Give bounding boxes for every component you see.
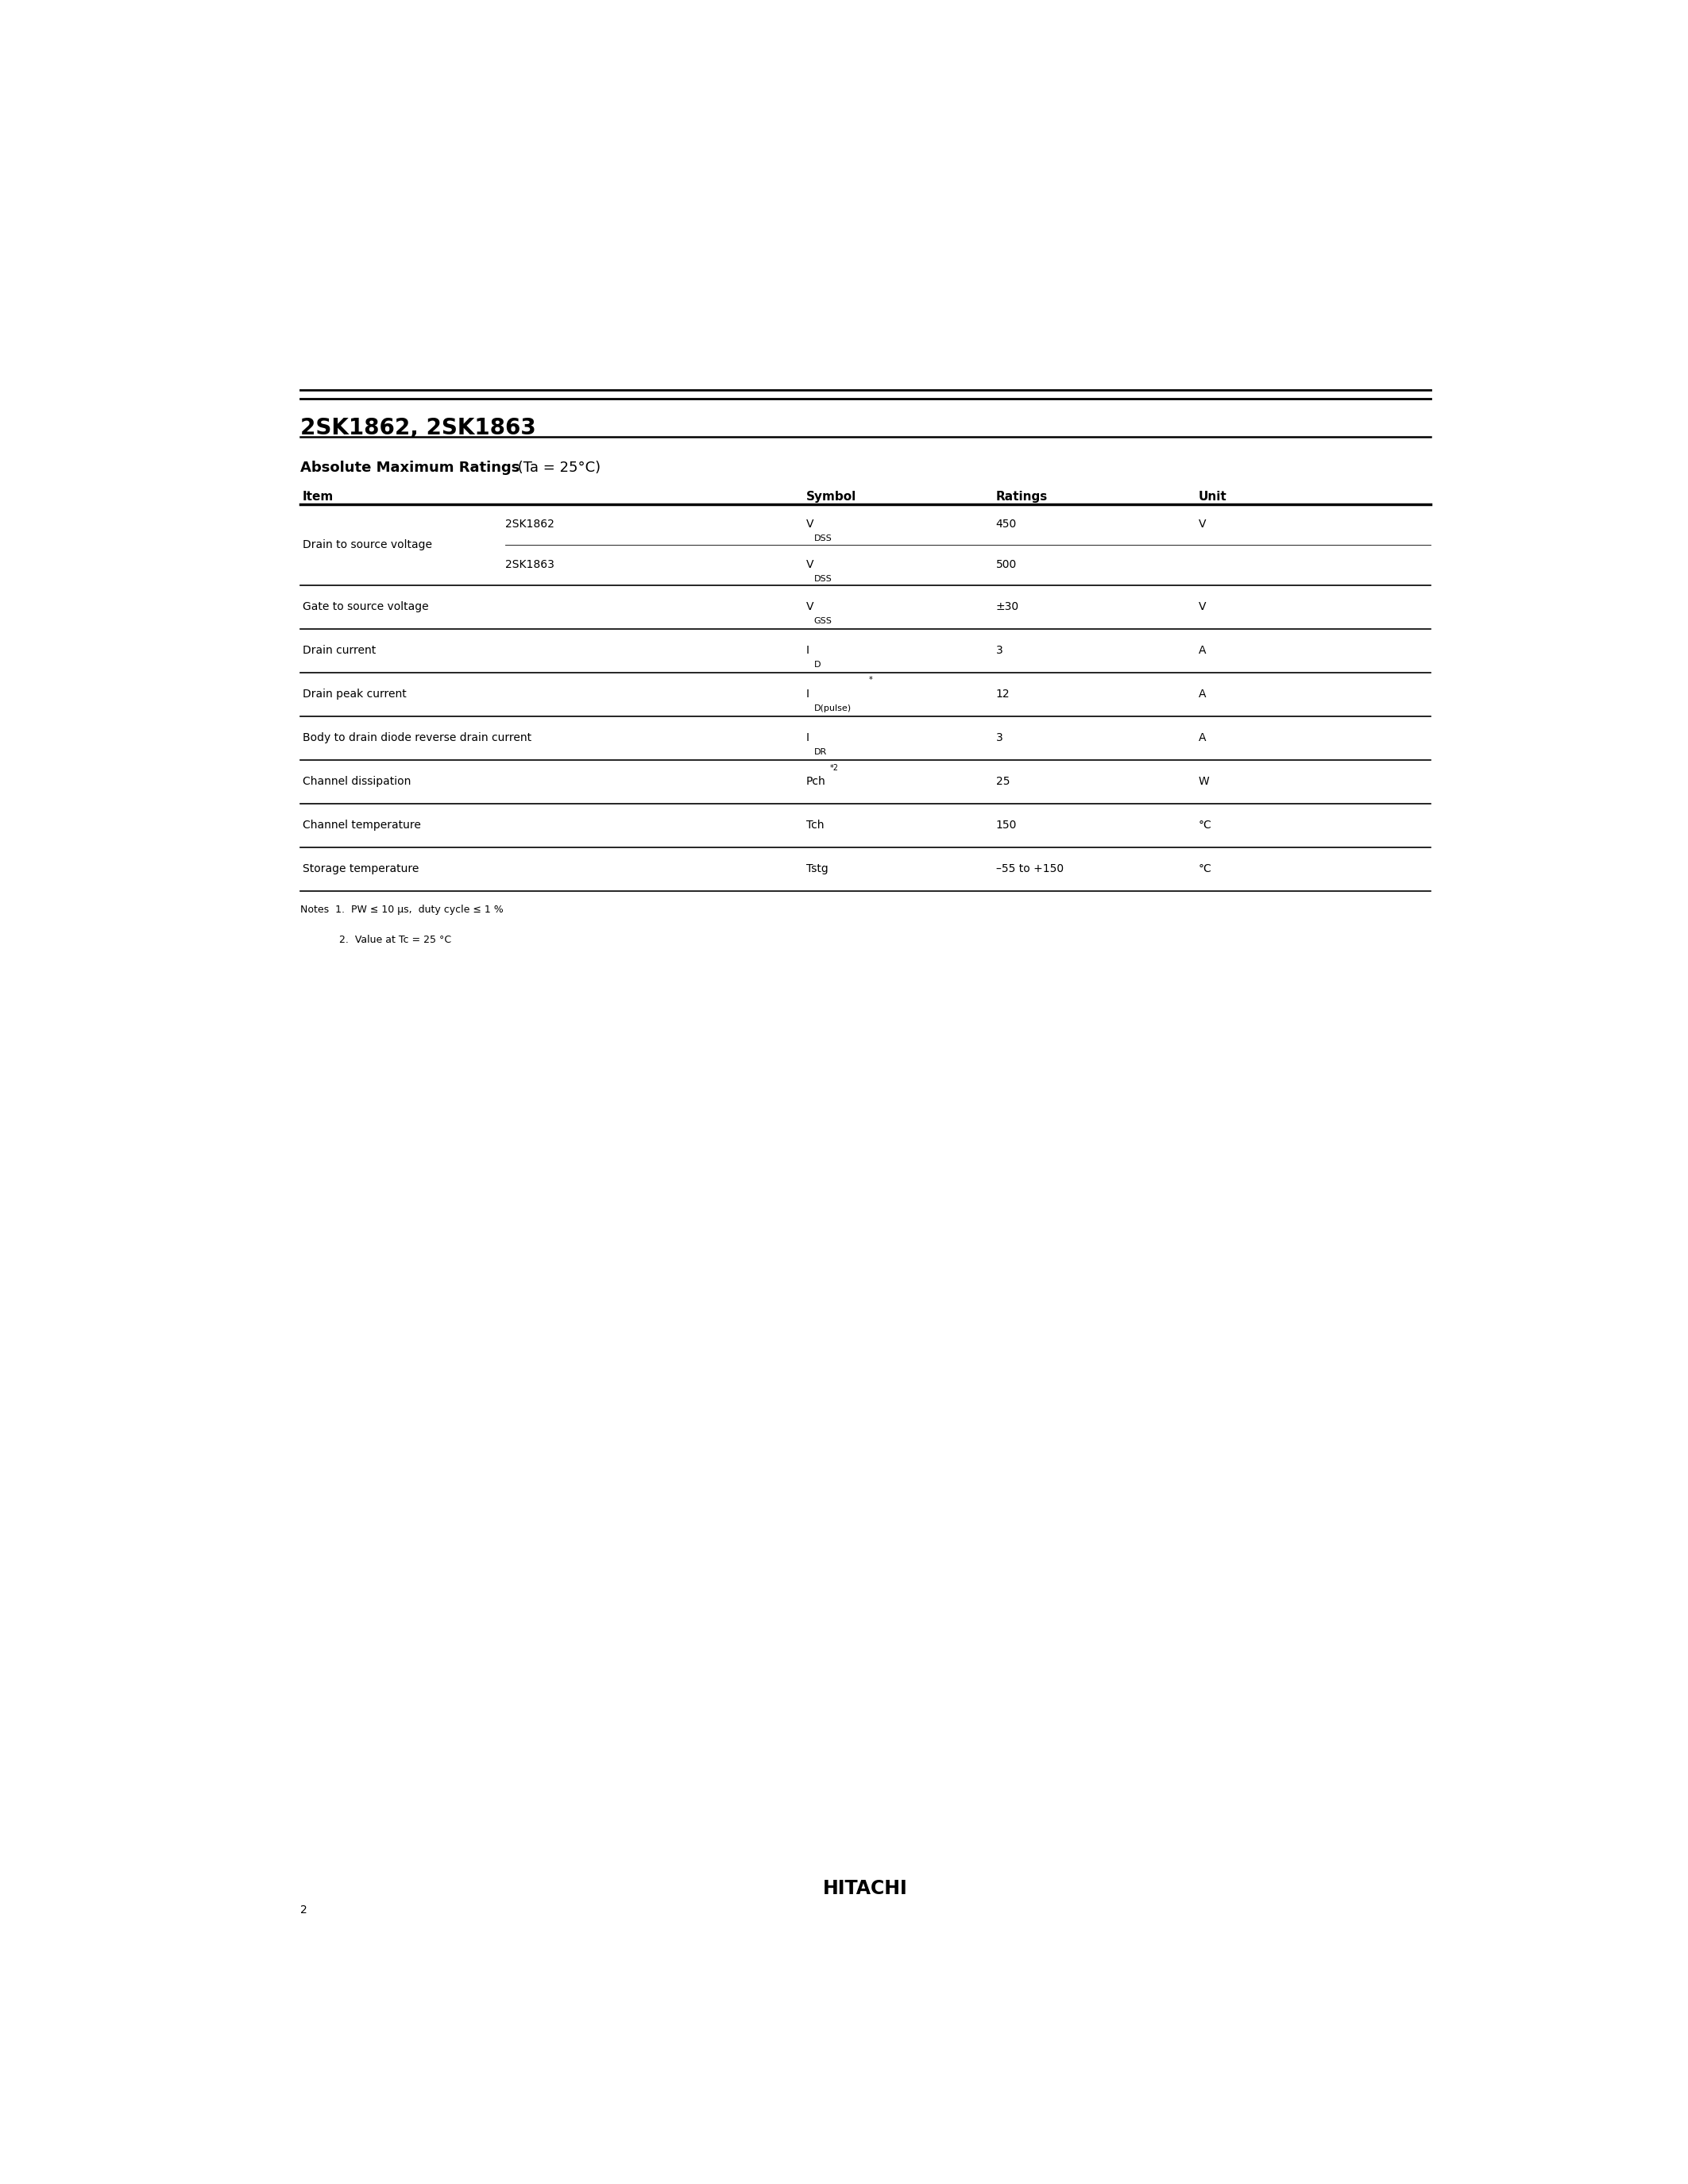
Text: Pch: Pch	[807, 775, 825, 786]
Text: 450: 450	[996, 520, 1016, 531]
Text: Item: Item	[302, 491, 334, 502]
Text: 2: 2	[300, 1904, 307, 1915]
Text: V: V	[807, 520, 814, 531]
Text: DR: DR	[814, 749, 827, 756]
Text: Drain to source voltage: Drain to source voltage	[302, 539, 432, 550]
Text: Absolute Maximum Ratings: Absolute Maximum Ratings	[300, 461, 520, 474]
Text: DSS: DSS	[814, 574, 832, 583]
Text: 2SK1862, 2SK1863: 2SK1862, 2SK1863	[300, 417, 535, 439]
Text: Channel temperature: Channel temperature	[302, 819, 420, 830]
Text: Symbol: Symbol	[807, 491, 856, 502]
Text: 2SK1862: 2SK1862	[505, 520, 554, 531]
Text: 150: 150	[996, 819, 1016, 830]
Text: –55 to +150: –55 to +150	[996, 863, 1063, 876]
Text: 2.  Value at Tc = 25 °C: 2. Value at Tc = 25 °C	[339, 935, 451, 946]
Text: 2SK1863: 2SK1863	[505, 559, 554, 570]
Text: *2: *2	[830, 764, 839, 771]
Text: Tstg: Tstg	[807, 863, 829, 876]
Text: Body to drain diode reverse drain current: Body to drain diode reverse drain curren…	[302, 732, 532, 743]
Text: °C: °C	[1198, 863, 1212, 876]
Text: I: I	[807, 644, 810, 655]
Text: GSS: GSS	[814, 616, 832, 625]
Text: *: *	[869, 677, 873, 684]
Text: 3: 3	[996, 644, 1003, 655]
Text: °C: °C	[1198, 819, 1212, 830]
Text: D: D	[814, 660, 820, 668]
Text: Unit: Unit	[1198, 491, 1227, 502]
Text: V: V	[1198, 601, 1207, 612]
Text: DSS: DSS	[814, 535, 832, 542]
Text: HITACHI: HITACHI	[822, 1878, 908, 1898]
Text: (Ta = 25°C): (Ta = 25°C)	[513, 461, 601, 474]
Text: Storage temperature: Storage temperature	[302, 863, 419, 876]
Text: A: A	[1198, 644, 1207, 655]
Text: Drain current: Drain current	[302, 644, 376, 655]
Text: W: W	[1198, 775, 1210, 786]
Text: 3: 3	[996, 732, 1003, 743]
Text: 25: 25	[996, 775, 1009, 786]
Text: 500: 500	[996, 559, 1016, 570]
Text: Tch: Tch	[807, 819, 824, 830]
Text: V: V	[1198, 520, 1207, 531]
Text: ±30: ±30	[996, 601, 1020, 612]
Text: D(pulse): D(pulse)	[814, 705, 851, 712]
Text: Drain peak current: Drain peak current	[302, 688, 407, 699]
Text: A: A	[1198, 732, 1207, 743]
Text: V: V	[807, 601, 814, 612]
Text: I: I	[807, 732, 810, 743]
Text: 12: 12	[996, 688, 1009, 699]
Text: Channel dissipation: Channel dissipation	[302, 775, 410, 786]
Text: Gate to source voltage: Gate to source voltage	[302, 601, 429, 612]
Text: Ratings: Ratings	[996, 491, 1048, 502]
Text: I: I	[807, 688, 810, 699]
Text: Notes  1.  PW ≤ 10 μs,  duty cycle ≤ 1 %: Notes 1. PW ≤ 10 μs, duty cycle ≤ 1 %	[300, 904, 503, 915]
Text: V: V	[807, 559, 814, 570]
Text: A: A	[1198, 688, 1207, 699]
